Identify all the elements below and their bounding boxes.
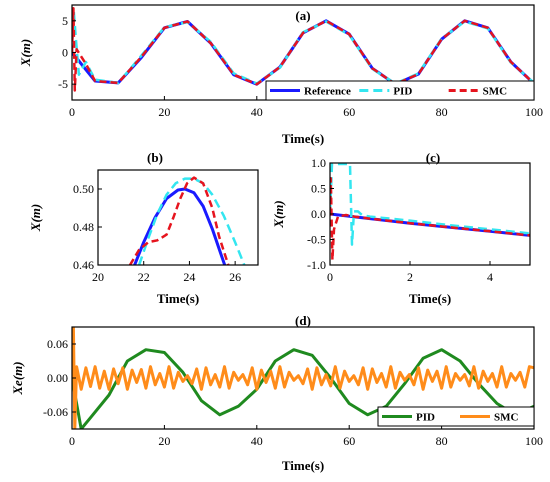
x-tick-label: 22 (138, 270, 150, 284)
x-tick-label: 60 (343, 105, 355, 119)
legend: Reference PID SMC (265, 80, 535, 101)
series-line-smc (128, 176, 230, 265)
legend-label-smc: SMC (494, 412, 519, 424)
series-line-smc (330, 177, 530, 262)
panel-d: 0 20 40 60 80 100 -0.06 0.00 0.06 (d) Time(s) Xe(m)… (10, 313, 543, 473)
y-tick-label: 0.46 (73, 258, 94, 272)
legend-label-reference: Reference (304, 86, 351, 98)
y-tick-label: 0.50 (73, 182, 94, 196)
x-tick-label: 26 (229, 270, 241, 284)
panel-title: (c) (426, 150, 440, 165)
y-axis-label: X(m) (18, 39, 33, 67)
x-tick-label: 40 (251, 105, 263, 119)
panel-a: 0 20 40 60 80 100-505 (a)Time(s)X(m)Reference P… (18, 4, 543, 146)
legend-label-pid: PID (393, 86, 412, 98)
legend-label-smc: SMC (483, 86, 508, 98)
series-line-reference (133, 187, 227, 265)
panel-b: 20 22 24 26 0.46 0.48 0.50 (b) Time(s) X(m) (28, 150, 259, 306)
plot-frame (97, 169, 259, 266)
x-tick-label: 80 (436, 434, 448, 448)
panel-c: 0 2 4 -1.0 -0.5 0.0 0.5 1.0 (c) Time(s) X(m) (271, 150, 531, 306)
y-tick-label: -0.5 (307, 233, 326, 247)
x-axis-label: Time(s) (282, 458, 324, 473)
panel-title: (d) (295, 313, 311, 328)
x-tick-label: 20 (92, 270, 104, 284)
x-tick-label: 4 (487, 270, 493, 284)
series-line-pid (137, 177, 246, 265)
series-line-smc (72, 327, 534, 429)
x-tick-label: 2 (407, 270, 413, 284)
legend: PID SMC (377, 406, 535, 427)
x-tick-label: 80 (436, 105, 448, 119)
x-tick-label: 20 (158, 434, 170, 448)
y-tick-label: 0 (62, 46, 68, 60)
x-tick-label: 0 (69, 105, 75, 119)
series-line-reference (72, 19, 534, 86)
y-tick-label: 0.48 (73, 220, 94, 234)
panel-title: (a) (295, 8, 310, 23)
series-line-pid (72, 348, 534, 429)
x-tick-label: 40 (251, 434, 263, 448)
y-tick-label: -5 (58, 77, 68, 91)
y-tick-label: 0.0 (311, 207, 326, 221)
y-tick-label: 0.00 (47, 371, 68, 385)
legend-box (265, 80, 535, 101)
x-axis-label: Time(s) (282, 131, 324, 146)
x-tick-label: 100 (525, 105, 543, 119)
x-axis-label: Time(s) (157, 291, 199, 306)
legend-box (377, 406, 535, 427)
y-tick-label: 0.06 (47, 337, 68, 351)
x-tick-label: 20 (158, 105, 170, 119)
x-tick-label: 60 (343, 434, 355, 448)
y-axis-label: X(m) (28, 204, 43, 232)
x-tick-label: 0 (69, 434, 75, 448)
x-tick-label: 24 (183, 270, 195, 284)
y-tick-label: 0.5 (311, 182, 326, 196)
x-tick-label: 100 (525, 434, 543, 448)
y-tick-label: -1.0 (307, 258, 326, 272)
y-axis-label: X(m) (271, 200, 286, 228)
panel-title: (b) (147, 150, 163, 165)
y-tick-label: 1.0 (311, 156, 326, 170)
series-line-smc (72, 6, 534, 92)
y-tick-label: 5 (62, 14, 68, 28)
y-tick-label: -0.06 (43, 405, 68, 419)
x-axis-label: Time(s) (409, 291, 451, 306)
y-axis-label: Xe(m) (10, 361, 25, 395)
series-line-pid (330, 163, 530, 246)
legend-label-pid: PID (416, 412, 435, 424)
x-tick-label: 0 (327, 270, 333, 284)
